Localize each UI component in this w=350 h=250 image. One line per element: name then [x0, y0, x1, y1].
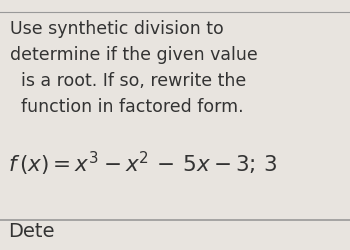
Text: $f\,(x) = x^3 - x^2 \,-\, 5x - 3;\,3$: $f\,(x) = x^3 - x^2 \,-\, 5x - 3;\,3$ [8, 150, 278, 178]
Text: Dete: Dete [8, 222, 55, 241]
Text: is a root. If so, rewrite the: is a root. If so, rewrite the [10, 72, 246, 90]
Text: function in factored form.: function in factored form. [10, 98, 244, 116]
Text: Use synthetic division to: Use synthetic division to [10, 20, 224, 38]
Text: determine if the given value: determine if the given value [10, 46, 258, 64]
